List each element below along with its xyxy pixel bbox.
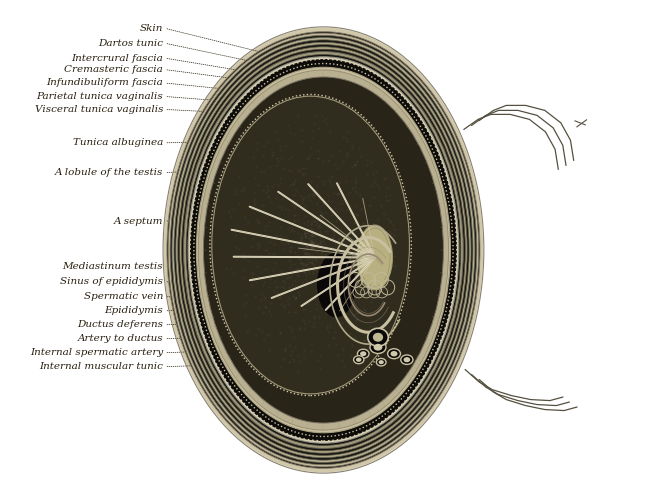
Ellipse shape — [403, 357, 410, 362]
Text: A septum: A septum — [114, 216, 163, 226]
Ellipse shape — [370, 341, 386, 353]
Ellipse shape — [360, 351, 366, 356]
Ellipse shape — [168, 33, 479, 467]
Ellipse shape — [391, 351, 397, 356]
Ellipse shape — [176, 42, 471, 458]
Ellipse shape — [360, 228, 390, 287]
Ellipse shape — [192, 62, 455, 438]
Text: Artery to ductus: Artery to ductus — [77, 334, 163, 344]
Ellipse shape — [178, 44, 469, 456]
Ellipse shape — [357, 225, 393, 290]
Ellipse shape — [164, 28, 483, 472]
Ellipse shape — [163, 27, 484, 473]
Ellipse shape — [401, 355, 413, 364]
Text: Parietal tunica vaginalis: Parietal tunica vaginalis — [36, 92, 163, 101]
Ellipse shape — [379, 360, 384, 364]
Ellipse shape — [368, 328, 388, 346]
Text: Epididymis: Epididymis — [104, 306, 163, 316]
Text: Cremasteric fascia: Cremasteric fascia — [64, 65, 163, 74]
Ellipse shape — [170, 36, 477, 465]
Text: Skin: Skin — [139, 24, 163, 32]
Ellipse shape — [186, 54, 461, 446]
Ellipse shape — [188, 57, 459, 443]
Text: Mediastinum testis: Mediastinum testis — [62, 262, 163, 272]
Text: Spermatic vein: Spermatic vein — [84, 292, 163, 302]
Ellipse shape — [204, 77, 444, 423]
Ellipse shape — [182, 50, 465, 450]
Text: Dartos tunic: Dartos tunic — [98, 38, 163, 48]
Text: Internal spermatic artery: Internal spermatic artery — [30, 348, 163, 357]
Ellipse shape — [198, 70, 449, 430]
Ellipse shape — [196, 68, 451, 432]
Ellipse shape — [376, 358, 386, 366]
Text: Ductus deferens: Ductus deferens — [77, 320, 163, 330]
Text: Internal muscular tunic: Internal muscular tunic — [39, 362, 163, 371]
Ellipse shape — [167, 32, 480, 469]
Text: A lobule of the testis: A lobule of the testis — [55, 168, 163, 177]
Ellipse shape — [317, 252, 356, 318]
Ellipse shape — [172, 38, 475, 463]
Text: Intercrural fascia: Intercrural fascia — [71, 54, 163, 62]
Ellipse shape — [184, 52, 463, 448]
Ellipse shape — [373, 344, 383, 350]
Ellipse shape — [190, 59, 457, 441]
Text: Sinus of epididymis: Sinus of epididymis — [60, 278, 163, 286]
Ellipse shape — [211, 96, 410, 395]
Ellipse shape — [356, 358, 362, 362]
Ellipse shape — [174, 40, 473, 460]
Text: Tunica albuginea: Tunica albuginea — [73, 138, 163, 147]
Ellipse shape — [358, 349, 369, 358]
Text: Visceral tunica vaginalis: Visceral tunica vaginalis — [34, 105, 163, 114]
Ellipse shape — [373, 333, 383, 342]
Ellipse shape — [354, 356, 364, 364]
Ellipse shape — [180, 47, 467, 453]
Text: Infundibuliform fascia: Infundibuliform fascia — [46, 78, 163, 88]
Ellipse shape — [387, 348, 401, 358]
